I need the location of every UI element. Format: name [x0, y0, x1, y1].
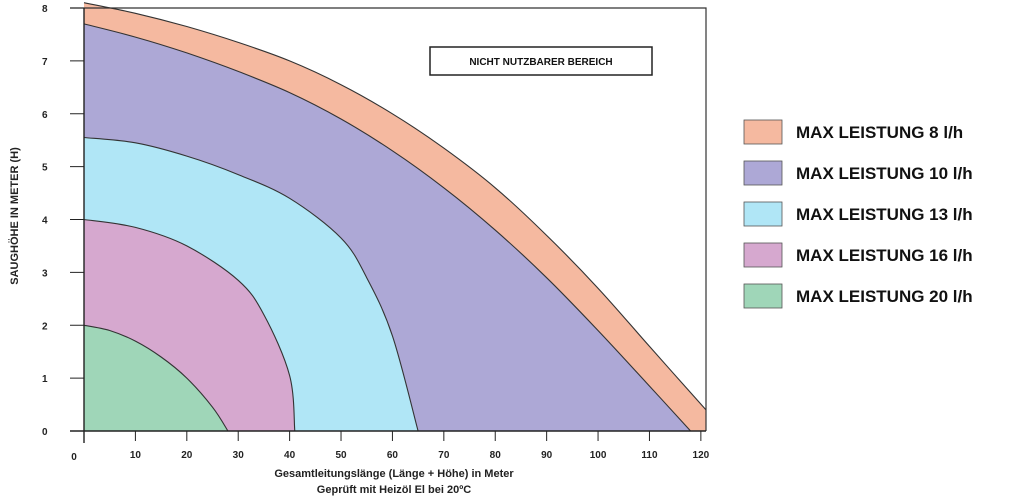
y-tick-labels: 0 1 2 3 4 5 6 7 8 — [42, 4, 48, 438]
y-axis-label: SAUGHÖHE IN METER (H) — [8, 147, 21, 285]
x-tick-label: 30 — [233, 450, 245, 461]
chart-axes — [70, 7, 707, 443]
x-tick-label: 10 — [130, 450, 142, 461]
legend-label: MAX LEISTUNG 16 l/h — [796, 246, 973, 265]
y-tick-label: 5 — [42, 163, 48, 174]
y-tick-label: 6 — [42, 110, 48, 121]
legend-swatch — [743, 242, 783, 268]
y-tick-label: 7 — [42, 57, 48, 68]
x-tick-label: 60 — [387, 450, 399, 461]
x-tick-label: 0 — [71, 452, 77, 463]
boundary-line-series-4 — [83, 218, 296, 432]
legend-swatch — [743, 283, 783, 309]
y-tick-label: 1 — [42, 374, 48, 385]
annotation-box: NICHT NUTZBARER BEREICH — [429, 46, 653, 76]
boundary-line-series-2 — [83, 23, 692, 432]
x-tick-label: 20 — [181, 450, 193, 461]
x-tick-label: 90 — [541, 450, 553, 461]
legend-label: MAX LEISTUNG 10 l/h — [796, 164, 973, 183]
x-tick-labels: 0 10 20 30 40 50 60 70 80 90 100 110 120 — [71, 450, 709, 463]
y-tick-label: 8 — [42, 4, 48, 15]
legend-label: MAX LEISTUNG 13 l/h — [796, 205, 973, 224]
y-tick-label: 4 — [42, 216, 48, 227]
area-series-5 — [84, 325, 228, 431]
y-tick-label: 3 — [42, 268, 48, 279]
x-axis-label: Gesamtleitungslänge (Länge + Höhe) in Me… — [274, 468, 514, 480]
legend-label: MAX LEISTUNG 8 l/h — [796, 123, 963, 142]
x-tick-label: 120 — [693, 450, 710, 461]
boundary-line-series-3 — [83, 136, 419, 432]
legend-swatch — [743, 160, 783, 186]
legend: MAX LEISTUNG 8 l/h MAX LEISTUNG 10 l/h MAX… — [743, 119, 973, 309]
x-tick-label: 50 — [335, 450, 347, 461]
y-tick-label: 2 — [42, 321, 48, 332]
x-tick-label: 110 — [641, 450, 658, 461]
x-tick-label: 70 — [438, 450, 450, 461]
chart-areas — [83, 2, 707, 432]
annotation-text: NICHT NUTZBARER BEREICH — [469, 57, 612, 68]
boundary-line-series-5 — [83, 324, 229, 432]
legend-swatch — [743, 201, 783, 227]
x-tick-label: 40 — [284, 450, 296, 461]
legend-swatch — [743, 119, 783, 145]
x-axis-sublabel: Geprüft mit Heizöl El bei 20ºC — [317, 484, 471, 496]
legend-label: MAX LEISTUNG 20 l/h — [796, 287, 973, 306]
x-tick-label: 100 — [590, 450, 607, 461]
boundary-line-series-1 — [83, 2, 707, 411]
y-tick-label: 0 — [42, 427, 48, 438]
plot-frame — [70, 7, 707, 431]
x-tick-label: 80 — [490, 450, 502, 461]
